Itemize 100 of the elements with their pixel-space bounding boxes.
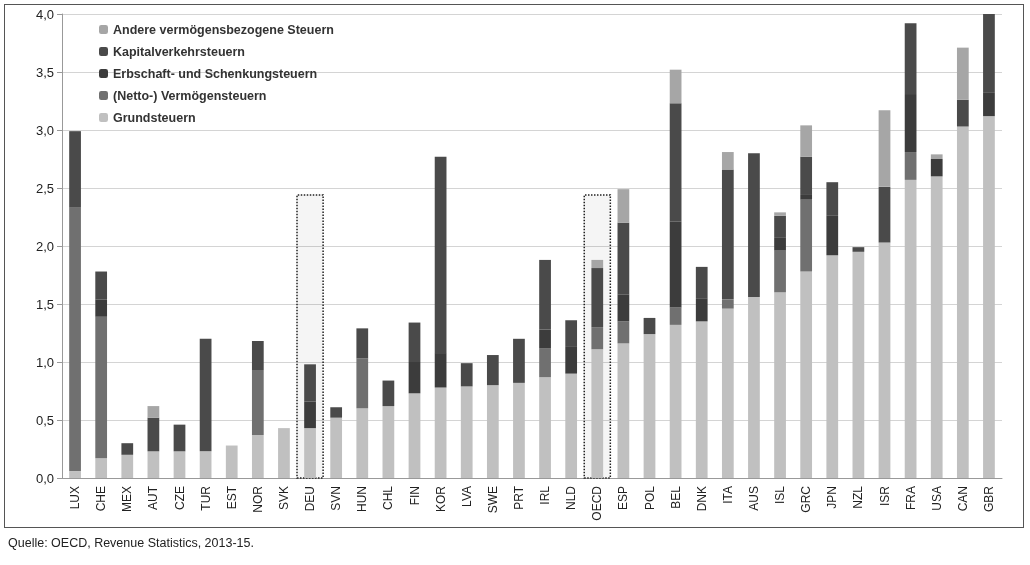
bar: [591, 268, 604, 328]
bar: [565, 320, 578, 347]
bar: [748, 153, 760, 298]
bar: [539, 348, 551, 378]
x-tick-label: ESP: [616, 486, 631, 511]
bar: [695, 266, 708, 299]
x-tick-label: OECD: [590, 485, 605, 521]
x-tick-label: JPN: [825, 486, 840, 509]
bar: [617, 294, 630, 322]
bar: [721, 299, 734, 309]
bar: [382, 406, 395, 478]
x-tick-label: GBR: [981, 485, 996, 513]
x-tick-label: FIN: [407, 486, 422, 506]
bar: [904, 152, 917, 180]
x-tick-label: EST: [224, 485, 239, 510]
bar: [800, 125, 813, 157]
bar: [774, 237, 786, 251]
bar: [434, 387, 447, 478]
bar: [434, 156, 447, 354]
y-tick-label: 0,0: [35, 470, 54, 486]
bar: [356, 408, 369, 478]
y-tick-label: 0,5: [35, 412, 54, 428]
x-tick-label: SVN: [329, 486, 344, 511]
x-tick-label: SWE: [485, 486, 500, 514]
bar: [408, 393, 421, 478]
bar: [695, 298, 708, 322]
legend-label: Kapitalverkehrsteuern: [113, 44, 246, 59]
bar: [173, 451, 186, 478]
y-tick-label: 3,0: [35, 122, 54, 138]
bar: [486, 355, 499, 386]
bar: [304, 401, 316, 429]
bar: [956, 126, 969, 478]
bar: [95, 316, 108, 459]
y-tick-label: 2,0: [35, 238, 54, 254]
bar: [408, 362, 421, 394]
x-tick-label: HUN: [355, 486, 370, 512]
bar: [617, 321, 630, 344]
bar: [95, 299, 108, 317]
bar: [199, 451, 212, 478]
x-tick-label: MEX: [120, 486, 135, 513]
legend-label: Andere vermögensbezogene Steuern: [113, 22, 334, 37]
y-tick-label: 1,5: [35, 296, 54, 312]
bar: [721, 308, 734, 478]
y-tick-label: 3,5: [35, 64, 54, 80]
x-tick-label: NZL: [851, 485, 866, 509]
bar: [956, 47, 969, 100]
bar: [669, 103, 682, 222]
x-tick-label: NOR: [250, 485, 265, 513]
bar: [669, 307, 682, 325]
y-tick-label: 4,0: [35, 6, 54, 22]
bar: [460, 386, 473, 478]
legend-label: (Netto-) Vermögensteuern: [113, 88, 267, 103]
bar: [774, 215, 786, 238]
x-tick-label: IRL: [538, 485, 553, 505]
bar: [173, 424, 186, 452]
bar: [930, 154, 943, 159]
bar: [669, 221, 682, 308]
bar: [800, 156, 813, 195]
bar: [721, 169, 734, 300]
bar: [695, 321, 708, 478]
x-tick-label: USA: [929, 486, 944, 511]
bar: [826, 215, 839, 256]
bar: [800, 194, 813, 200]
bar: [748, 297, 760, 478]
bar: [565, 346, 578, 374]
y-tick-label: 2,5: [35, 180, 54, 196]
bar: [878, 110, 891, 187]
x-tick-label: DNK: [694, 486, 709, 512]
bar: [669, 324, 682, 478]
bar: [721, 152, 734, 170]
x-tick-label: PRT: [511, 485, 526, 510]
bar: [251, 370, 264, 436]
bar: [591, 349, 604, 478]
x-tick-label: DEU: [303, 486, 318, 512]
bar: [304, 364, 316, 402]
x-tick-label: GRC: [799, 485, 814, 513]
bar: [95, 458, 108, 478]
bar: [617, 222, 630, 295]
x-tick-label: CHL: [381, 485, 396, 511]
bar: [278, 428, 290, 478]
x-tick-label: FRA: [903, 486, 918, 510]
bar: [774, 292, 786, 478]
bar: [983, 116, 995, 478]
x-tick-label: CHE: [94, 486, 109, 512]
bar: [904, 23, 917, 95]
bar: [930, 176, 943, 478]
bar: [826, 182, 839, 216]
bar: [617, 343, 630, 478]
bar: [565, 373, 578, 478]
source-note: Quelle: OECD, Revenue Statistics, 2013-15.: [8, 536, 254, 550]
bar: [69, 131, 81, 208]
x-tick-label: SVK: [276, 486, 291, 511]
bar: [983, 14, 995, 93]
bar: [460, 363, 473, 387]
bar: [669, 69, 682, 104]
bar: [147, 406, 160, 418]
bar: [956, 99, 969, 127]
bar: [643, 317, 656, 335]
bar: [878, 186, 891, 243]
bar: [69, 471, 81, 478]
